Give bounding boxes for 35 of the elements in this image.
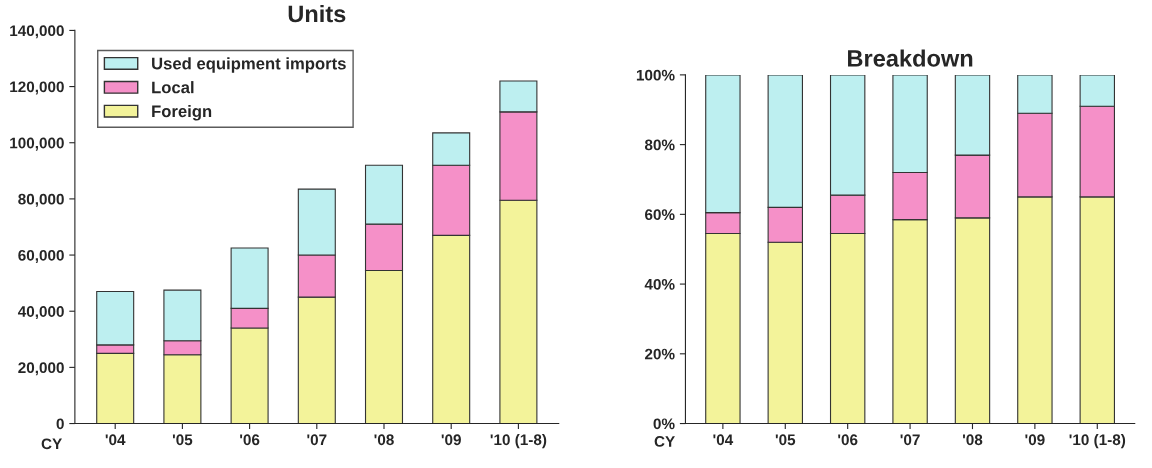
x-tick-label: '04 xyxy=(105,434,126,446)
y-tick-label: 40,000 xyxy=(17,306,64,320)
y-tick-label: 100,000 xyxy=(10,137,64,151)
y-tick-label: 20% xyxy=(644,348,675,360)
y-tick-label: 80,000 xyxy=(18,193,64,207)
y-tick-label: 120,000 xyxy=(10,81,64,95)
y-tick-label: 0 xyxy=(56,418,64,430)
x-tick-label: '06 xyxy=(240,434,260,446)
y-tick-label: 80% xyxy=(644,139,675,151)
text: CY xyxy=(654,436,675,447)
legend-label: Used equipment imports xyxy=(152,57,346,73)
legend-label: Local xyxy=(152,81,194,94)
text: CY xyxy=(41,438,62,450)
x-tick-label: '10 (1-8) xyxy=(490,433,547,449)
chart-title: Breakdown xyxy=(848,49,973,67)
y-tick-label: 0% xyxy=(653,418,675,430)
x-tick-label: '10 (1-8) xyxy=(1069,433,1126,449)
chart-title: Units xyxy=(288,4,346,23)
x-tick-label: '08 xyxy=(374,434,394,446)
x-tick-label: '04 xyxy=(713,434,734,446)
legend-label: Foreign xyxy=(152,104,212,121)
y-tick-label: 60% xyxy=(645,209,675,221)
y-tick-label: 40% xyxy=(644,278,675,290)
y-tick-label: 20,000 xyxy=(18,362,64,376)
x-tick-label: '07 xyxy=(900,434,920,446)
x-tick-label: '05 xyxy=(775,434,796,446)
x-tick-label: '09 xyxy=(1025,434,1045,446)
y-tick-label: 60,000 xyxy=(18,249,64,263)
x-tick-label: '07 xyxy=(307,434,327,446)
y-tick-label: 140,000 xyxy=(10,25,64,39)
x-tick-label: '09 xyxy=(441,434,461,446)
x-tick-label: '08 xyxy=(962,434,983,446)
x-tick-label: '06 xyxy=(838,434,858,446)
x-tick-label: '05 xyxy=(172,434,193,446)
y-tick-label: 100% xyxy=(636,69,675,81)
